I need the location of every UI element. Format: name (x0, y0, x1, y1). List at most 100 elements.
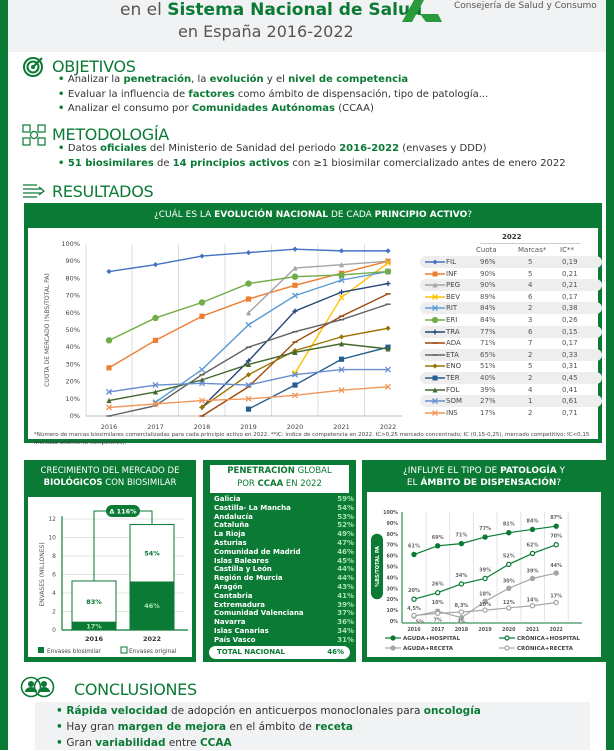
data-point (458, 609, 465, 615)
data-label: 5% (416, 620, 425, 626)
cell-cuota: 40% (480, 374, 496, 382)
y-tick-label: 10% (387, 608, 399, 614)
ccaa-row: Extremadura 39% (214, 601, 354, 609)
ccaa-value: 37% (337, 609, 354, 618)
data-point-bev (338, 294, 345, 301)
cell-marcas: 4 (528, 281, 533, 290)
data-point (529, 603, 536, 609)
legend-swatch-icon (425, 293, 445, 300)
emphasis-text: Comunidades Autónomas (191, 103, 336, 114)
resultados-heading: RESULTADOS (52, 182, 154, 201)
cell-cuota: 17% (480, 408, 496, 417)
data-label: 17% (550, 593, 562, 599)
cell-marcas: 2 (528, 374, 533, 382)
people-icon (20, 676, 55, 698)
legend-swatch-icon (425, 375, 445, 381)
cell-cuota: 39% (480, 385, 496, 394)
text: con ≥1 biosimilar comercializado antes d… (289, 157, 566, 169)
cell-ic: 0,21 (562, 269, 578, 278)
legend-swatch-biosimilar (38, 647, 44, 653)
text: (envases y DDD) (399, 143, 487, 154)
ccaa-value: 39% (337, 600, 354, 609)
cell-marcas: 2 (528, 408, 533, 417)
network-icon (22, 124, 46, 146)
cell-name: TER (446, 374, 460, 382)
cell-ic: 0,19 (562, 258, 578, 266)
emphasis-text: penetración (123, 74, 192, 85)
y-tick-label: 4 (52, 590, 56, 597)
text: Hay gran (66, 721, 118, 733)
series-line-rit (155, 270, 389, 403)
cell-name: ERI (446, 316, 458, 324)
emphasis-text: oficiales (100, 143, 147, 154)
legend-swatch-icon (425, 329, 445, 335)
ccaa-value: 41% (337, 591, 354, 600)
data-point-fol (292, 349, 298, 355)
col-ic: IC** (560, 246, 574, 254)
legend-swatch-icon (425, 387, 445, 393)
text: Gran (66, 737, 96, 749)
arrows-flow-icon (23, 184, 45, 198)
y-axis-title-pill (371, 533, 383, 600)
series-line-peg (248, 260, 389, 314)
cell-name: SOM (446, 397, 462, 406)
data-point (458, 581, 465, 587)
y-axis-title: %BS/TOTAL PA (375, 546, 381, 587)
ccaa-value: 45% (337, 556, 354, 565)
emphasis-text: receta (315, 721, 353, 733)
growth-badge-label: Δ 116% (109, 508, 137, 516)
cell-marcas: 5 (528, 258, 533, 266)
y-tick-label: 10 (48, 535, 56, 542)
legend-label: CRÓNICA+RECETA (517, 645, 574, 652)
data-label: 44% (550, 563, 562, 569)
legend-marker (390, 635, 396, 641)
legend-swatch-icon (425, 316, 445, 324)
y-tick-label: 2 (52, 609, 56, 616)
emphasis-text: EVOLUCIÓN NACIONAL (214, 210, 329, 220)
col-marcas: Marcas* (518, 246, 547, 254)
table-row: SOM 27% 1 0,61 (420, 395, 602, 408)
cell-cuota: 89% (480, 292, 496, 301)
cell-ic: 0,41 (562, 385, 578, 394)
data-point-ins (152, 400, 159, 408)
cell-name: ENO (446, 362, 462, 371)
cell-ic: 0,31 (562, 362, 578, 371)
ccaa-row: Islas Canarias 34% (214, 627, 354, 635)
y-tick-label: 12 (48, 516, 56, 523)
y-tick-label: 70% (387, 543, 399, 549)
data-point-fil (385, 248, 391, 254)
data-label: 39% (527, 568, 539, 574)
ccaa-value: 31% (337, 635, 354, 644)
bullet-item: Evaluar la influencia de factores como á… (58, 88, 488, 103)
legend-marker (431, 316, 439, 324)
objetivos-list: Analizar la penetración, la evolución y … (58, 73, 488, 117)
legend-marker (432, 387, 438, 393)
data-label: 20% (408, 588, 420, 594)
data-label: 71% (455, 533, 467, 539)
ccaa-panel-title: PENETRACIÓN GLOBAL POR CCAA EN 2022 (210, 465, 349, 493)
x-tick-label: 2021 (333, 423, 350, 431)
bullet-item: Hay gran margen de mejora en el ámbito d… (56, 719, 481, 735)
data-label: 10% (432, 600, 444, 606)
x-tick-label: 2016 (85, 635, 104, 643)
y-tick-label: 90% (387, 521, 399, 527)
cell-marcas: 7 (528, 339, 533, 348)
legend-label: AGUDA+RECETA (403, 646, 454, 652)
legend-marker (432, 363, 438, 369)
ccaa-value: 52% (337, 521, 354, 530)
cell-marcas: 1 (528, 397, 533, 406)
legend-marker (432, 375, 438, 381)
table-row: ADA 71% 7 0,17 (420, 337, 602, 349)
data-point-ins (245, 395, 252, 402)
data-label: 10% (479, 602, 491, 608)
emphasis-text: CCAA (199, 737, 232, 749)
data-label: 39% (479, 567, 491, 573)
data-point-inf (106, 365, 112, 371)
cell-name: FIL (446, 258, 456, 266)
data-point (553, 542, 559, 548)
data-label: 87% (550, 515, 562, 521)
data-label: 12% (503, 600, 515, 606)
cell-cuota: 90% (480, 269, 496, 278)
text: Evaluar la influencia de (67, 88, 189, 100)
